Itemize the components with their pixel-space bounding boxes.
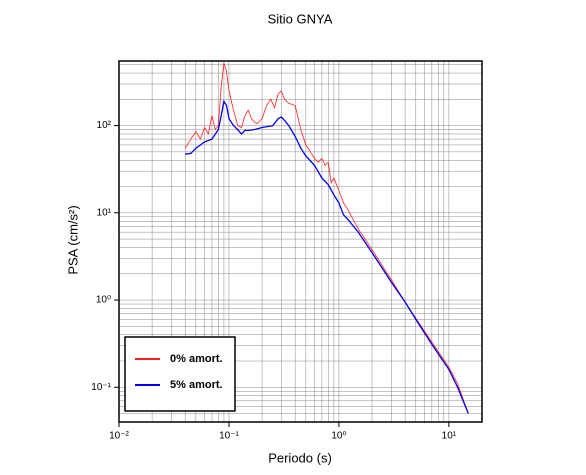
- y-tick-label: 10¹: [97, 207, 112, 218]
- x-tick-label: 10⁰: [331, 431, 346, 442]
- y-tick-label: 10⁻¹: [91, 382, 111, 393]
- y-tick-label: 10⁰: [96, 295, 111, 306]
- series-line: [184, 62, 469, 414]
- y-tick-label: 10²: [97, 120, 112, 131]
- series-line: [185, 99, 469, 414]
- plot-frame: [118, 60, 483, 423]
- legend-label: 5% amort.: [170, 379, 223, 391]
- y-axis-label: PSA (cm/s²): [65, 205, 80, 274]
- legend-label: 0% amort.: [170, 353, 223, 365]
- chart-title: Sitio GNYA: [268, 11, 333, 26]
- x-axis-label: Periodo (s): [268, 450, 332, 465]
- legend-box: [124, 336, 236, 412]
- x-tick-label: 10⁻²: [109, 431, 129, 442]
- x-tick-label: 10⁻¹: [219, 431, 239, 442]
- x-tick-label: 10¹: [442, 431, 457, 442]
